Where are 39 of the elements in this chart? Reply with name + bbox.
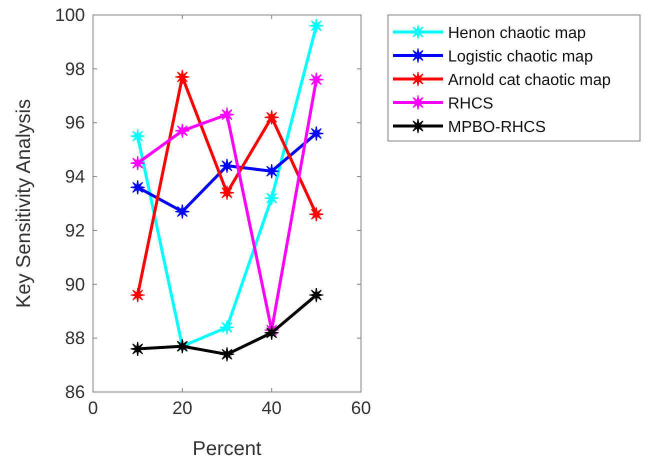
y-tick-label: 92 [64, 220, 85, 240]
point [220, 320, 234, 335]
point [220, 185, 234, 200]
point [130, 128, 146, 144]
y-tick-label: 94 [64, 166, 85, 187]
y-tick-label: 100 [54, 5, 85, 25]
point [264, 110, 280, 125]
x-tick-label: 60 [350, 398, 372, 418]
y-axis-title: Key Sensitivity Analysis [13, 99, 35, 308]
y-tick-label: 96 [64, 112, 85, 133]
legend-label: Logistic chaotic map [448, 48, 594, 66]
x-tick-label: 0 [88, 398, 98, 418]
point [174, 123, 190, 138]
point [308, 72, 324, 88]
point [308, 18, 324, 34]
legend-label: Arnold cat chaotic map [448, 72, 611, 89]
point [308, 126, 324, 141]
point [220, 158, 234, 174]
point [264, 190, 280, 206]
point [308, 288, 324, 303]
point [308, 206, 324, 222]
y-tick-label: 86 [64, 382, 85, 402]
point [174, 69, 190, 84]
y-tick-label: 90 [64, 274, 85, 294]
x-tick-label: 20 [172, 398, 192, 418]
legend-label: RHCS [448, 96, 494, 112]
point [130, 156, 146, 171]
legend-label: MPBO-RHCS [448, 119, 546, 136]
y-tick-label: 98 [64, 58, 85, 79]
point [130, 288, 146, 303]
point [130, 180, 146, 195]
y-tick-label: 88 [64, 328, 85, 348]
point [220, 107, 234, 122]
x-axis-title: Percent [192, 438, 262, 460]
point [174, 204, 190, 220]
point [220, 346, 234, 362]
legend-label: Henon chaotic map [448, 25, 586, 42]
point [264, 164, 280, 179]
x-tick-label: 40 [262, 398, 282, 418]
